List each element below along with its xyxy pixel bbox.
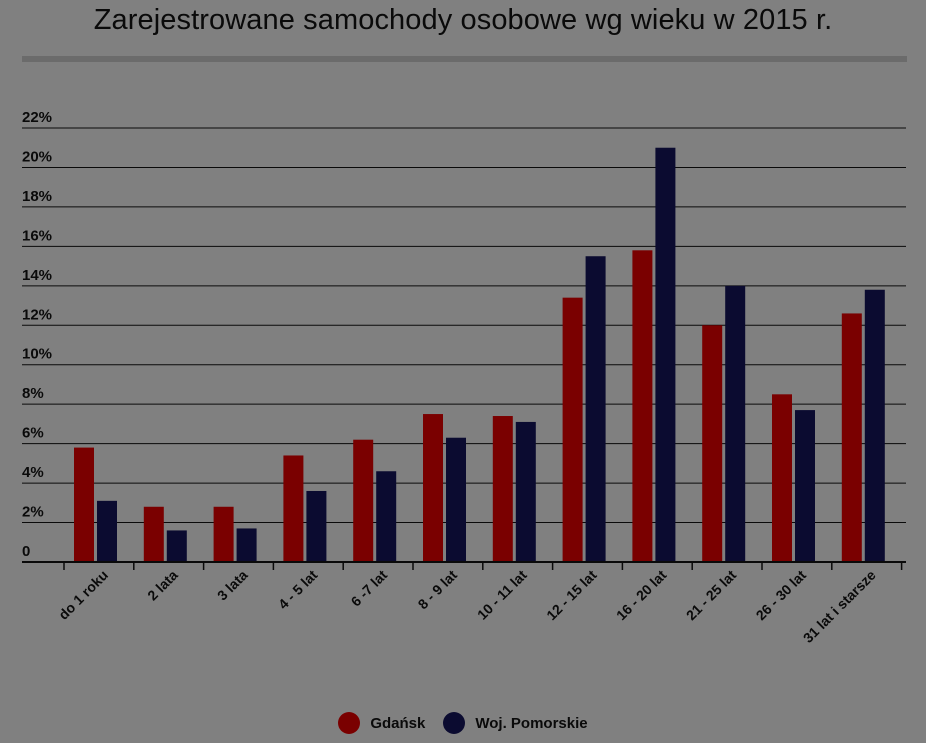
x-tick-label: do 1 roku <box>55 567 111 623</box>
bar-gdansk[interactable] <box>772 394 792 562</box>
bar-gdansk[interactable] <box>353 439 374 562</box>
x-tick-label: 10 - 11 lat <box>474 567 530 623</box>
bar-pomorskie[interactable] <box>97 500 117 562</box>
x-tick-label: 2 lata <box>144 567 181 604</box>
bar-pomorskie[interactable] <box>585 256 606 562</box>
bar-pomorskie[interactable] <box>655 147 676 562</box>
y-tick-label: 0 <box>22 543 30 560</box>
legend: Gdańsk Woj. Pomorskie <box>0 712 926 734</box>
legend-label-pomorskie: Woj. Pomorskie <box>475 714 588 732</box>
bar-gdansk[interactable] <box>283 455 304 562</box>
bar-gdansk[interactable] <box>492 416 513 562</box>
y-tick-label: 8% <box>22 385 44 402</box>
legend-label-gdansk: Gdańsk <box>370 714 426 732</box>
y-tick-label: 22% <box>22 109 52 126</box>
y-tick-label: 18% <box>22 188 52 205</box>
legend-swatch-pomorskie <box>443 712 466 734</box>
bar-gdansk[interactable] <box>423 414 443 562</box>
bar-pomorskie[interactable] <box>376 471 397 562</box>
bar-gdansk[interactable] <box>632 250 653 563</box>
bar-chart: 0 2% 4% 6% 8% 10% 12% 14% 16% 18% 20% 22% do 1 roku… <box>22 109 906 646</box>
bar-gdansk[interactable] <box>213 506 234 562</box>
x-tick-label: 8 - 9 lat <box>415 567 461 613</box>
x-axis-tick-labels: do 1 roku 2 lata 3 lata 4 - 5 lat 6 -7 lat 8 … <box>55 567 879 646</box>
bars <box>74 147 885 563</box>
bar-gdansk[interactable] <box>702 325 723 562</box>
bar-pomorskie[interactable] <box>306 490 327 562</box>
bar-pomorskie[interactable] <box>795 410 815 562</box>
legend-swatch-gdansk <box>338 712 361 734</box>
bar-pomorskie[interactable] <box>166 530 187 562</box>
y-tick-label: 6% <box>22 425 44 442</box>
y-tick-label: 4% <box>22 464 44 481</box>
title-divider <box>22 56 907 62</box>
x-tick-label: 16 - 20 lat <box>613 567 670 624</box>
y-tick-label: 14% <box>22 267 52 284</box>
bar-gdansk[interactable] <box>143 506 164 562</box>
x-tick-label: 31 lat i starsze <box>800 567 879 646</box>
bar-pomorskie[interactable] <box>446 437 466 562</box>
y-tick-label: 12% <box>22 306 52 323</box>
y-tick-label: 16% <box>22 227 52 244</box>
bar-pomorskie[interactable] <box>725 285 746 562</box>
grid-lines <box>22 127 906 524</box>
x-tick-label: 12 - 15 lat <box>543 567 600 624</box>
x-axis <box>22 561 906 570</box>
y-tick-label: 10% <box>22 346 52 363</box>
bar-pomorskie[interactable] <box>515 421 536 562</box>
legend-item-pomorskie[interactable]: Woj. Pomorskie <box>443 712 588 734</box>
y-axis-ticks: 0 2% 4% 6% 8% 10% 12% 14% 16% 18% 20% 22% <box>22 109 52 560</box>
y-tick-label: 2% <box>22 504 44 521</box>
chart-title: Zarejestrowane samochody osobowe wg wiek… <box>93 4 833 36</box>
legend-item-gdansk[interactable]: Gdańsk <box>338 712 425 734</box>
bar-gdansk[interactable] <box>562 297 583 562</box>
x-tick-label: 4 - 5 lat <box>275 567 321 613</box>
bar-gdansk[interactable] <box>74 447 94 562</box>
y-tick-label: 20% <box>22 148 52 165</box>
x-tick-label: 6 -7 lat <box>348 567 391 610</box>
x-tick-label: 3 lata <box>214 567 251 604</box>
x-tick-label: 21 - 25 lat <box>683 567 740 624</box>
bar-gdansk[interactable] <box>841 313 862 562</box>
bar-pomorskie[interactable] <box>864 289 885 562</box>
bar-pomorskie[interactable] <box>236 528 257 562</box>
x-tick-label: 26 - 30 lat <box>753 567 810 624</box>
